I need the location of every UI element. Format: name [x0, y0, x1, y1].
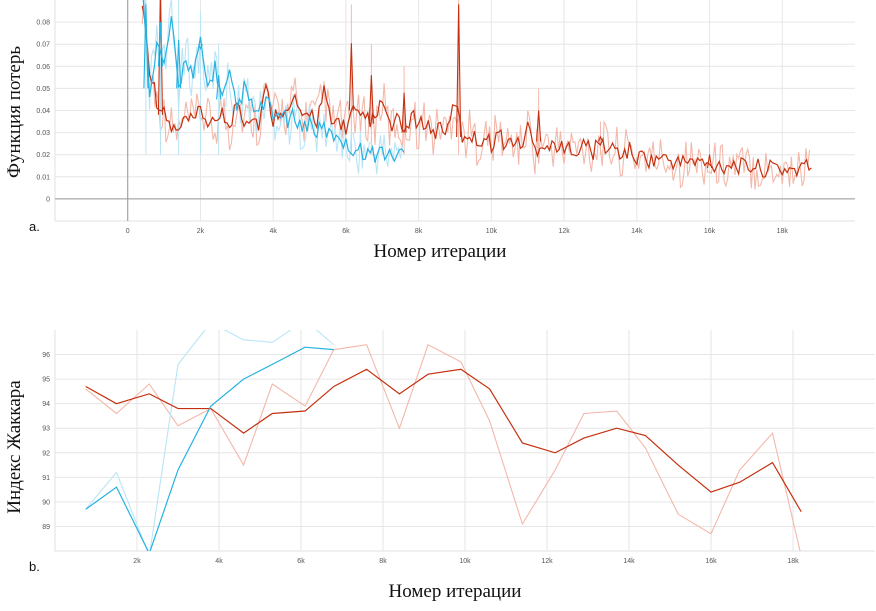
x-tick-label: 16k: [704, 228, 716, 235]
smoothed-spike: [597, 135, 603, 142]
smoothed-spike: [176, 39, 182, 89]
panel-b-label: b.: [29, 559, 40, 574]
x-tick-label: 8k: [379, 558, 387, 565]
y-tick-label: 95: [42, 377, 50, 384]
y-tick-label: 94: [42, 401, 50, 408]
panel-a-loss-chart: 0 0.01 0.02 0.03 0.04 0.05 0.06 0.07 0.08 0 2k 4k 6k…: [4, 0, 855, 262]
raw-series-line: [141, 0, 811, 190]
panel-a-label: a.: [29, 219, 40, 234]
y-tick-label: 0: [46, 196, 50, 203]
x-tick-label: 2k: [197, 228, 205, 235]
smoothed-series-line: [141, 5, 812, 178]
x-tick-label: 0: [126, 228, 130, 235]
y-tick-label: 0.06: [36, 64, 50, 71]
smoothed-spike: [143, 4, 149, 89]
x-tick-label: 18k: [787, 558, 799, 565]
x-tick-label: 10k: [486, 228, 498, 235]
panel-b-x-axis-label: Номер итерации: [389, 581, 522, 602]
y-tick-label: 0.04: [36, 108, 50, 115]
y-tick-label: 91: [42, 475, 50, 482]
panel-a-y-axis-label: Функция потерь: [4, 46, 25, 178]
x-tick-label: 14k: [631, 228, 643, 235]
smoothed-spike: [348, 43, 354, 111]
y-tick-label: 0.02: [36, 152, 50, 159]
panel-a-grid: [54, 0, 855, 222]
raw-series-line: [85, 330, 335, 551]
smoothed-spike: [368, 75, 374, 124]
panel-a-raw-lines: [141, 0, 811, 190]
panel-b-smoothed-lines: [85, 346, 802, 551]
panel-b-y-axis-label: Индекс Жаккара: [4, 380, 25, 514]
x-tick-label: 14k: [623, 558, 635, 565]
x-tick-label: 18k: [777, 228, 789, 235]
panel-a-x-axis-label: Номер итерации: [374, 241, 507, 262]
smoothed-series-line: [142, 0, 405, 163]
x-tick-label: 4k: [215, 558, 223, 565]
y-tick-label: 90: [42, 499, 50, 506]
smoothed-spike: [157, 0, 164, 115]
y-tick-label: 89: [42, 524, 50, 531]
panel-a-ticks: 0 0.01 0.02 0.03 0.04 0.05 0.06 0.07 0.08 0 2k 4k 6k…: [36, 20, 788, 235]
smoothed-spike: [707, 154, 713, 169]
panel-b-raw-lines: [85, 330, 801, 551]
smoothed-spike: [536, 110, 542, 142]
y-tick-label: 96: [42, 352, 50, 359]
smoothed-spike: [401, 92, 407, 133]
x-tick-label: 6k: [297, 558, 305, 565]
x-tick-label: 16k: [705, 558, 717, 565]
panel-b-ticks: 89 90 91 92 93 94 95 96 2k 4k 6k 8k 10k 12k 14k 16k 18k: [42, 352, 799, 565]
y-tick-label: 0.03: [36, 130, 50, 137]
x-tick-label: 6k: [342, 228, 350, 235]
panel-a-smoothed-lines: [141, 0, 812, 178]
x-tick-label: 10k: [459, 558, 471, 565]
smoothed-spike: [197, 43, 203, 50]
smoothed-series-line: [85, 346, 334, 551]
x-tick-label: 8k: [415, 228, 423, 235]
x-tick-label: 4k: [269, 228, 277, 235]
smoothed-spike: [157, 22, 164, 67]
raw-series-line: [85, 343, 801, 551]
x-tick-label: 12k: [541, 558, 553, 565]
raw-series-line: [144, 0, 403, 175]
x-tick-label: 2k: [133, 558, 141, 565]
smoothed-spike: [456, 4, 462, 138]
y-tick-label: 0.07: [36, 42, 50, 49]
smoothed-spike: [216, 75, 222, 100]
x-tick-label: 12k: [558, 228, 570, 235]
y-tick-label: 93: [42, 426, 50, 433]
panel-b-grid: [54, 330, 875, 552]
y-tick-label: 0.05: [36, 86, 50, 93]
smoothed-series-line: [85, 368, 802, 513]
y-tick-label: 0.01: [36, 174, 50, 181]
y-tick-label: 92: [42, 450, 50, 457]
y-tick-label: 0.08: [36, 20, 50, 27]
